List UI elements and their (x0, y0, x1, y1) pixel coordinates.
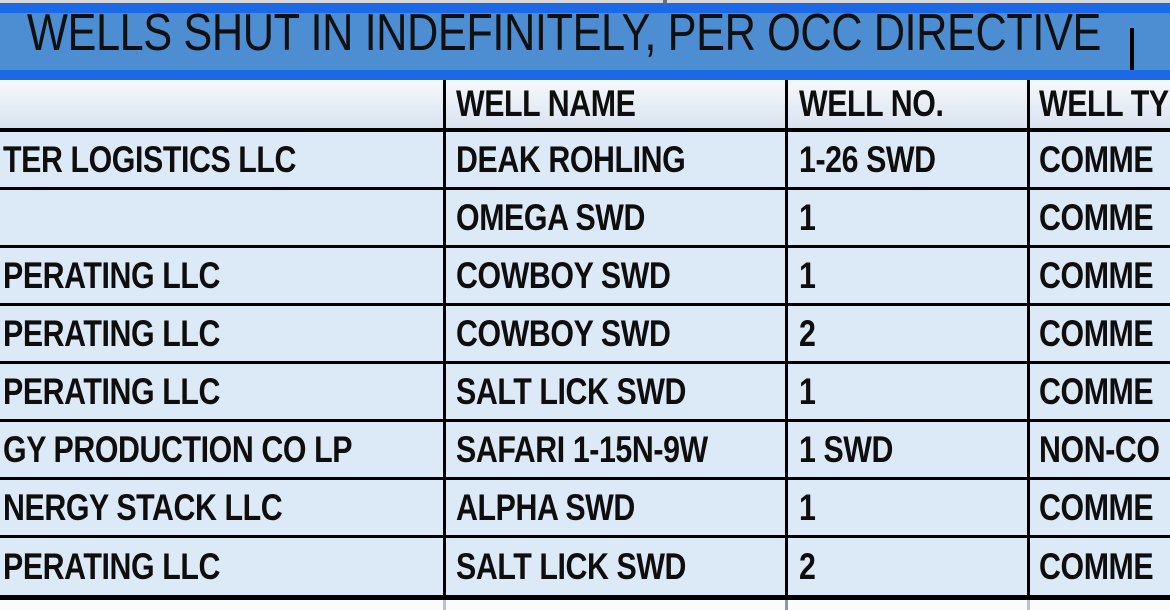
grid-vline-faint (785, 600, 788, 610)
title-cell[interactable]: WELLS SHUT IN INDEFINITELY, PER OCC DIRE… (0, 3, 1170, 80)
cell-well-no[interactable]: 1 (799, 370, 816, 412)
cell-well-name[interactable]: COWBOY SWD (456, 254, 671, 296)
cell-well-no[interactable]: 1 (799, 254, 816, 296)
cell-well-no[interactable]: 1 SWD (799, 428, 894, 470)
cell-well-type[interactable]: COMME (1039, 254, 1154, 296)
text-cursor (1130, 28, 1134, 70)
cell-well-name[interactable]: ALPHA SWD (456, 486, 635, 528)
header-row: WELL NAME WELL NO. WELL TY (0, 80, 1170, 132)
cell-well-no[interactable]: 2 (799, 545, 816, 587)
cell-well-name[interactable]: SAFARI 1-15N-9W (456, 428, 708, 470)
cell-operator[interactable]: GY PRODUCTION CO LP (3, 428, 353, 470)
cell-well-no[interactable]: 1 (799, 486, 816, 528)
table-row: GY PRODUCTION CO LP SAFARI 1-15N-9W 1 SW… (0, 422, 1170, 480)
cell-well-type[interactable]: COMME (1039, 370, 1154, 412)
cell-well-name[interactable]: OMEGA SWD (456, 196, 646, 238)
cell-well-type[interactable]: COMME (1039, 312, 1154, 354)
cell-well-no[interactable]: 1 (799, 196, 816, 238)
cell-well-type[interactable]: COMME (1039, 196, 1154, 238)
cell-well-name[interactable]: DEAK ROHLING (456, 138, 686, 180)
cell-well-no[interactable]: 1-26 SWD (799, 138, 936, 180)
cell-operator[interactable]: PERATING LLC (3, 254, 221, 296)
cell-well-name[interactable]: SALT LICK SWD (456, 370, 687, 412)
cell-operator[interactable]: PERATING LLC (3, 545, 221, 587)
table-row: PERATING LLC COWBOY SWD 2 COMME (0, 306, 1170, 364)
grid-vline (1027, 80, 1030, 600)
table-row: NERGY STACK LLC ALPHA SWD 1 COMME (0, 480, 1170, 538)
wells-table: WELL NAME WELL NO. WELL TY TER LOGISTICS… (0, 80, 1170, 600)
cell-well-type[interactable]: COMME (1039, 486, 1154, 528)
grid-vline-faint (443, 600, 446, 610)
cell-operator[interactable]: NERGY STACK LLC (3, 486, 283, 528)
column-divider-tick (663, 0, 667, 3)
table-row: PERATING LLC SALT LICK SWD 2 COMME (0, 538, 1170, 600)
header-cell-well-name[interactable]: WELL NAME (456, 83, 636, 124)
table-row: PERATING LLC COWBOY SWD 1 COMME (0, 248, 1170, 306)
cell-well-type[interactable]: NON-CO (1039, 428, 1160, 470)
cell-operator[interactable]: PERATING LLC (3, 312, 221, 354)
table-row: TER LOGISTICS LLC DEAK ROHLING 1-26 SWD … (0, 132, 1170, 190)
grid-vline (785, 80, 788, 600)
cell-well-type[interactable]: COMME (1039, 545, 1154, 587)
cell-operator[interactable] (0, 190, 443, 245)
header-cell-well-no[interactable]: WELL NO. (799, 83, 944, 124)
cell-operator[interactable]: TER LOGISTICS LLC (3, 138, 297, 180)
row-below-sliver (0, 600, 1170, 610)
header-cell-well-type[interactable]: WELL TY (1039, 83, 1169, 124)
cell-well-no[interactable]: 2 (799, 312, 816, 354)
grid-vline (443, 80, 446, 600)
row-above-sliver (0, 0, 1170, 3)
cell-well-name[interactable]: COWBOY SWD (456, 312, 671, 354)
table-row: OMEGA SWD 1 COMME (0, 190, 1170, 248)
title-text: WELLS SHUT IN INDEFINITELY, PER OCC DIRE… (27, 4, 1101, 62)
cell-operator[interactable]: PERATING LLC (3, 370, 221, 412)
header-cell-operator[interactable] (0, 80, 443, 128)
grid-vline-faint (1027, 600, 1030, 610)
cell-well-type[interactable]: COMME (1039, 138, 1154, 180)
table-row: PERATING LLC SALT LICK SWD 1 COMME (0, 364, 1170, 422)
cell-well-name[interactable]: SALT LICK SWD (456, 545, 687, 587)
